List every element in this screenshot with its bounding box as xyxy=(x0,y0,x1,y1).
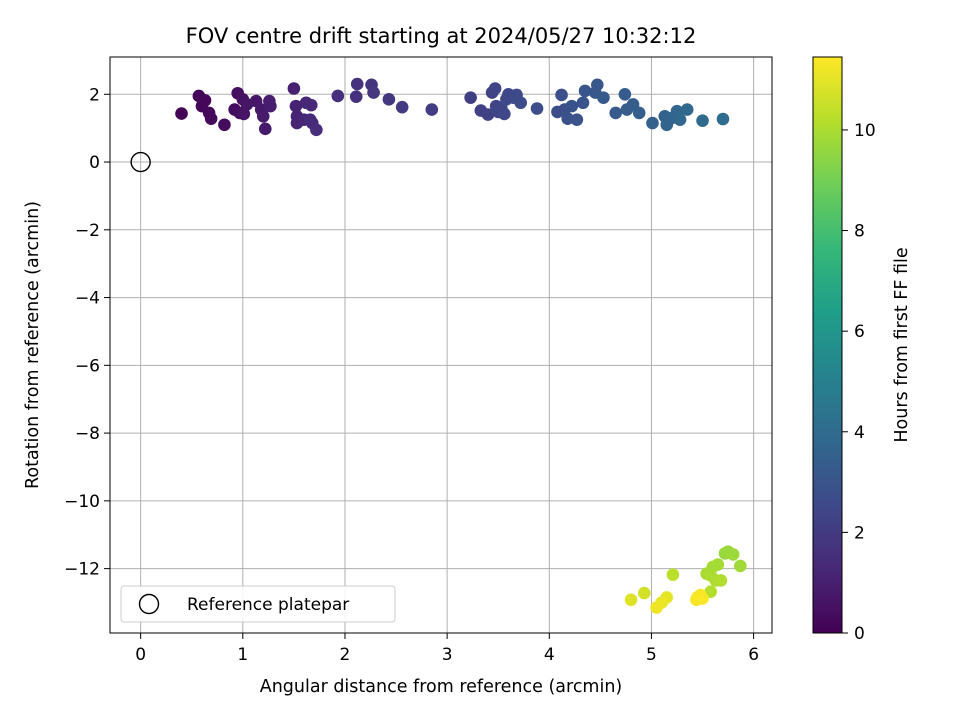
colorbar-tick-label: 10 xyxy=(854,121,876,141)
data-point xyxy=(331,89,345,103)
data-point xyxy=(289,99,303,113)
data-point xyxy=(714,574,728,587)
data-point xyxy=(716,112,730,126)
x-tick-label: 2 xyxy=(340,645,351,665)
x-axis-ticks: 0 1 2 3 4 5 6 xyxy=(135,633,759,665)
colorbar-tick-label: 2 xyxy=(854,523,865,543)
data-point xyxy=(425,103,439,116)
data-point xyxy=(680,103,694,116)
data-point xyxy=(367,86,380,99)
data-point xyxy=(256,109,270,123)
data-point xyxy=(565,99,579,113)
x-tick-label: 5 xyxy=(646,645,657,665)
data-point xyxy=(726,548,740,561)
data-point xyxy=(287,82,301,95)
data-point xyxy=(555,88,568,102)
legend-box xyxy=(120,585,396,623)
data-point xyxy=(696,114,709,127)
data-point xyxy=(464,91,477,104)
legend-marker-open-circle-icon xyxy=(138,593,160,615)
data-point xyxy=(578,84,592,98)
colorbar-ticks: 0 2 4 6 8 10 xyxy=(842,121,876,644)
data-point xyxy=(349,90,363,103)
data-point xyxy=(350,77,364,91)
data-point xyxy=(198,94,212,107)
data-point xyxy=(395,100,409,114)
colorbar xyxy=(812,56,843,634)
data-point xyxy=(530,102,544,115)
legend: Reference platepar xyxy=(120,585,396,623)
plot-frame xyxy=(109,56,773,634)
y-tick-label: −6 xyxy=(75,356,100,376)
y-tick-label: −12 xyxy=(64,560,100,580)
y-tick-label: −4 xyxy=(75,289,100,309)
data-point xyxy=(304,98,318,112)
data-point xyxy=(264,99,277,113)
data-point xyxy=(711,558,725,571)
data-point xyxy=(609,106,622,120)
data-point xyxy=(218,118,231,132)
data-point xyxy=(734,559,747,573)
data-point xyxy=(646,116,659,130)
reference-marker xyxy=(130,151,151,173)
data-point xyxy=(576,96,590,110)
data-point xyxy=(498,107,511,121)
data-point xyxy=(673,113,687,126)
data-point xyxy=(237,107,251,121)
data-point xyxy=(514,96,527,110)
reference-point xyxy=(130,151,151,173)
data-point xyxy=(618,87,632,101)
grid-lines xyxy=(110,57,772,633)
data-point xyxy=(481,108,495,121)
colorbar-tick-label: 6 xyxy=(854,322,865,342)
chart-title: FOV centre drift starting at 2024/05/27 … xyxy=(186,24,697,48)
data-point xyxy=(637,586,651,600)
y-tick-label: 2 xyxy=(89,85,100,105)
colorbar-tick-label: 0 xyxy=(854,624,865,644)
data-point xyxy=(561,112,574,125)
colorbar-tick-label: 4 xyxy=(854,423,865,443)
data-point xyxy=(204,112,218,125)
scatter-points xyxy=(175,77,747,614)
data-point xyxy=(597,91,610,104)
x-tick-label: 4 xyxy=(544,645,555,665)
colorbar-tick-label: 8 xyxy=(854,222,865,242)
y-tick-label: −10 xyxy=(64,492,100,512)
legend-entry-reference-platepar: Reference platepar xyxy=(187,595,349,615)
data-point xyxy=(650,601,663,614)
y-tick-label: −2 xyxy=(75,221,100,241)
y-axis-label: Rotation from reference (arcmin) xyxy=(23,201,43,489)
data-point xyxy=(632,106,646,120)
y-tick-label: 0 xyxy=(89,153,100,173)
x-tick-label: 0 xyxy=(135,645,146,665)
data-point xyxy=(310,123,323,137)
x-tick-label: 1 xyxy=(237,645,248,665)
data-point xyxy=(624,593,638,607)
data-point xyxy=(258,122,272,136)
data-point xyxy=(382,93,396,106)
data-point xyxy=(591,78,604,92)
data-point xyxy=(696,592,709,605)
y-tick-label: −8 xyxy=(75,424,100,444)
x-axis-label: Angular distance from reference (arcmin) xyxy=(260,677,623,697)
data-point xyxy=(488,82,502,95)
colorbar-label: Hours from first FF file xyxy=(892,247,912,442)
data-point xyxy=(175,107,188,120)
y-axis-ticks: 2 0 −2 −4 −6 −8 −10 −12 xyxy=(64,85,110,580)
data-point xyxy=(666,568,680,582)
data-point xyxy=(570,113,584,126)
x-tick-label: 6 xyxy=(748,645,759,665)
x-tick-label: 3 xyxy=(442,645,453,665)
